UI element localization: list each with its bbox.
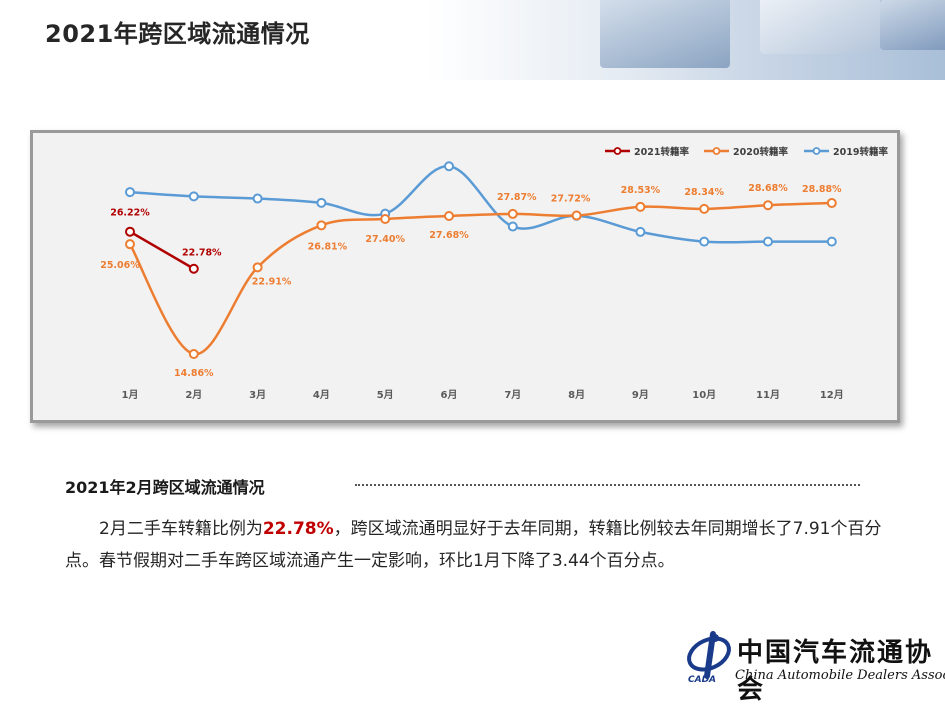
decor-cube xyxy=(760,0,880,54)
data-point xyxy=(316,197,327,208)
dotted-divider xyxy=(355,484,860,486)
data-point xyxy=(507,221,518,232)
data-label: 22.78% xyxy=(182,248,222,259)
cada-logo: CADA 中国汽车流通协会 China Automobile Dealers A… xyxy=(685,630,945,705)
x-tick-label: 6月 xyxy=(441,389,458,401)
chart-panel: 26.22% 22.78% 25.06% 14.86% 22.91% 26.81% 27.4… xyxy=(30,130,900,423)
data-label: 27.68% xyxy=(429,230,469,241)
data-point xyxy=(252,193,263,204)
data-point xyxy=(444,161,454,172)
data-point xyxy=(826,198,837,209)
data-point xyxy=(826,236,837,247)
data-label: 27.72% xyxy=(551,194,591,205)
data-point xyxy=(188,263,199,274)
logo-english-name: China Automobile Dealers Association xyxy=(735,668,945,683)
data-label: 14.86% xyxy=(174,368,214,379)
data-point xyxy=(252,262,263,273)
x-tick-label: 4月 xyxy=(313,389,330,401)
x-tick-label: 11月 xyxy=(756,389,780,401)
data-point xyxy=(125,226,135,237)
legend-label: 2021转籍率 xyxy=(634,146,689,158)
x-tick-label: 9月 xyxy=(632,389,649,401)
series-line-2019 xyxy=(129,164,832,244)
series-line-2020 xyxy=(128,201,832,356)
legend-marker xyxy=(613,147,622,155)
decor-cube xyxy=(600,0,730,68)
data-point xyxy=(188,349,199,359)
x-tick-label: 2月 xyxy=(185,389,202,401)
data-point xyxy=(571,210,582,221)
data-label: 28.34% xyxy=(684,187,724,198)
x-tick-label: 10月 xyxy=(692,389,716,401)
data-label: 26.22% xyxy=(110,208,150,219)
data-label: 25.06% xyxy=(100,260,140,271)
x-tick-label: 8月 xyxy=(568,389,585,401)
legend-label: 2020转籍率 xyxy=(733,146,788,158)
data-label: 28.88% xyxy=(802,184,842,195)
line-chart: 26.22% 22.78% 25.06% 14.86% 22.91% 26.81% 27.4… xyxy=(100,146,888,401)
decor-cube xyxy=(880,0,945,50)
data-label: 22.91% xyxy=(252,276,292,287)
x-tick-label: 7月 xyxy=(504,389,521,401)
legend-label: 2019转籍率 xyxy=(833,146,888,158)
data-point xyxy=(507,208,518,219)
data-label: 28.68% xyxy=(748,183,788,194)
data-point xyxy=(380,213,391,224)
data-point xyxy=(125,239,135,250)
data-point xyxy=(316,220,327,231)
page-title: 2021年跨区域流通情况 xyxy=(45,20,310,48)
data-point xyxy=(635,201,646,212)
data-label: 27.87% xyxy=(497,192,537,203)
data-point xyxy=(699,203,710,214)
header-banner: 2021年跨区域流通情况 xyxy=(0,0,945,80)
data-point xyxy=(444,210,454,221)
paragraph-text: ，跨区域流通明显好于去年同期，转籍比例较去年同期增长了7.91个百分点。春节假期… xyxy=(65,519,882,571)
x-tick-label: 1月 xyxy=(122,389,139,401)
logo-abbr: CADA xyxy=(688,675,717,685)
data-point xyxy=(699,236,710,247)
data-point xyxy=(125,187,135,198)
series-line-2021 xyxy=(129,230,195,270)
legend-marker xyxy=(712,147,721,155)
section-title: 2021年2月跨区域流通情况 xyxy=(65,478,265,497)
x-tick-label: 12月 xyxy=(820,389,844,401)
data-point xyxy=(188,191,199,202)
cada-emblem-icon xyxy=(687,631,731,679)
summary-paragraph: 2月二手车转籍比例为22.78%，跨区域流通明显好于去年同期，转籍比例较去年同期… xyxy=(65,513,885,577)
data-label: 28.53% xyxy=(621,185,661,196)
data-point xyxy=(763,236,773,247)
legend-marker xyxy=(812,147,821,155)
data-point xyxy=(635,226,646,237)
data-label: 26.81% xyxy=(308,241,348,252)
data-label: 27.40% xyxy=(365,234,405,245)
x-tick-label: 3月 xyxy=(249,389,266,401)
paragraph-text: 2月二手车转籍比例为 xyxy=(99,519,263,539)
data-point xyxy=(763,200,773,211)
highlight-value: 22.78% xyxy=(262,519,334,539)
x-tick-label: 5月 xyxy=(377,389,394,401)
